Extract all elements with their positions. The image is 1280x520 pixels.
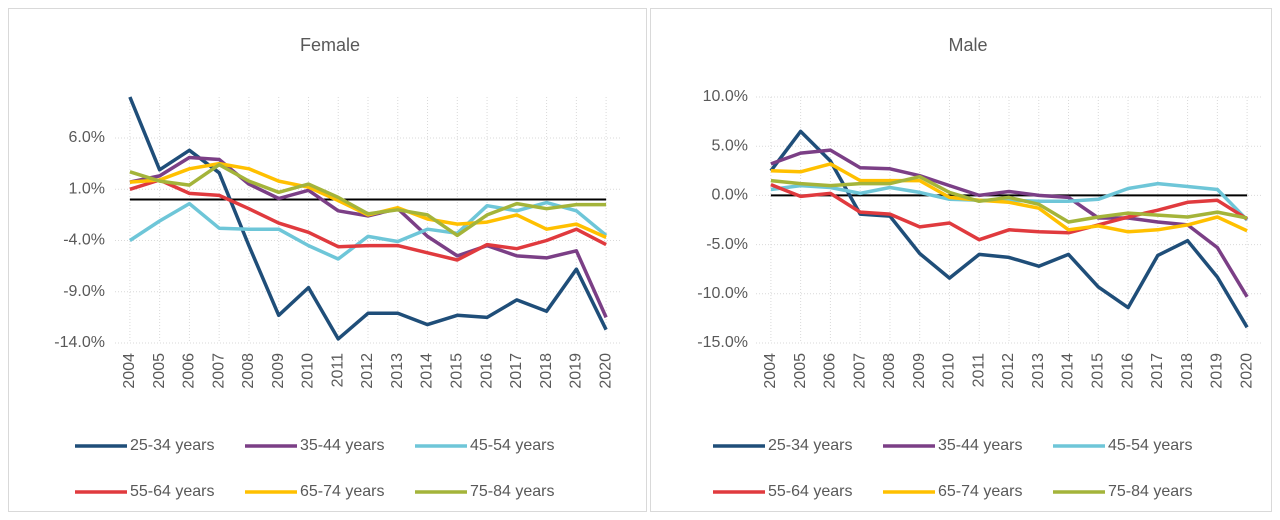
y-tick-label: -9.0% xyxy=(63,283,105,300)
x-tick-label: 2008 xyxy=(881,353,898,389)
legend-label: 25-34 years xyxy=(768,437,853,454)
x-tick-label: 2012 xyxy=(359,353,376,389)
x-tick-label: 2006 xyxy=(822,353,839,389)
x-tick-label: 2005 xyxy=(151,353,168,389)
series-line xyxy=(129,162,607,238)
x-tick-label: 2011 xyxy=(329,353,346,388)
x-tick-label: 2011 xyxy=(970,353,987,388)
series-line xyxy=(770,181,1249,222)
legend-label: 65-74 years xyxy=(300,483,385,500)
x-tick-label: 2015 xyxy=(449,353,466,389)
y-tick-label: 1.0% xyxy=(69,180,105,197)
chart-title: Female xyxy=(300,35,360,55)
x-tick-label: 2020 xyxy=(597,353,614,389)
x-tick-label: 2010 xyxy=(941,353,958,389)
legend-label: 45-54 years xyxy=(1108,437,1193,454)
x-tick-label: 2017 xyxy=(1149,353,1166,389)
legend-label: 35-44 years xyxy=(300,437,385,454)
y-tick-label: 5.0% xyxy=(712,137,748,154)
x-tick-label: 2016 xyxy=(1119,353,1136,389)
chart-title: Male xyxy=(948,35,987,55)
x-tick-label: 2007 xyxy=(851,353,868,389)
series-line xyxy=(129,178,607,262)
x-tick-label: 2019 xyxy=(1209,353,1226,389)
y-tick-label: -4.0% xyxy=(63,232,105,249)
x-tick-label: 2014 xyxy=(1060,353,1077,389)
legend-label: 75-84 years xyxy=(1108,483,1193,500)
x-tick-label: 2019 xyxy=(568,353,585,389)
x-tick-label: 2004 xyxy=(762,353,779,389)
y-tick-label: 10.0% xyxy=(703,88,748,105)
x-tick-label: 2008 xyxy=(240,353,257,389)
legend-label: 75-84 years xyxy=(470,483,555,500)
series-line xyxy=(770,148,1249,298)
y-tick-label: -15.0% xyxy=(697,334,748,351)
x-tick-label: 2020 xyxy=(1238,353,1255,389)
series-line xyxy=(769,129,1249,329)
x-tick-label: 2018 xyxy=(538,353,555,389)
legend-label: 65-74 years xyxy=(938,483,1023,500)
x-tick-label: 2007 xyxy=(210,353,227,389)
x-tick-label: 2005 xyxy=(792,353,809,389)
x-tick-label: 2004 xyxy=(121,353,138,389)
x-tick-label: 2013 xyxy=(1030,353,1047,389)
series-line xyxy=(770,162,1248,234)
legend-label: 55-64 years xyxy=(768,483,853,500)
x-tick-label: 2012 xyxy=(1000,353,1017,389)
x-tick-label: 2015 xyxy=(1090,353,1107,389)
x-tick-label: 2009 xyxy=(911,353,928,389)
panel-frame xyxy=(8,8,647,512)
x-tick-label: 2009 xyxy=(270,353,287,389)
series-line xyxy=(770,182,1249,242)
legend-label: 45-54 years xyxy=(470,437,555,454)
x-tick-label: 2013 xyxy=(389,353,406,389)
legend-label: 35-44 years xyxy=(938,437,1023,454)
y-tick-label: -5.0% xyxy=(706,236,748,253)
y-tick-label: 6.0% xyxy=(69,129,105,146)
x-tick-label: 2010 xyxy=(300,353,317,389)
x-tick-label: 2014 xyxy=(419,353,436,389)
x-tick-label: 2018 xyxy=(1179,353,1196,389)
x-tick-label: 2017 xyxy=(508,353,525,389)
series-line xyxy=(770,174,1248,224)
series-line xyxy=(128,200,608,261)
x-tick-label: 2016 xyxy=(478,353,495,389)
legend-label: 55-64 years xyxy=(130,483,215,500)
y-tick-label: -14.0% xyxy=(54,334,105,351)
x-tick-label: 2006 xyxy=(181,353,198,389)
legend-label: 25-34 years xyxy=(130,437,215,454)
y-tick-label: 0.0% xyxy=(712,187,748,204)
panel-frame xyxy=(650,8,1272,512)
y-tick-label: -10.0% xyxy=(697,285,748,302)
